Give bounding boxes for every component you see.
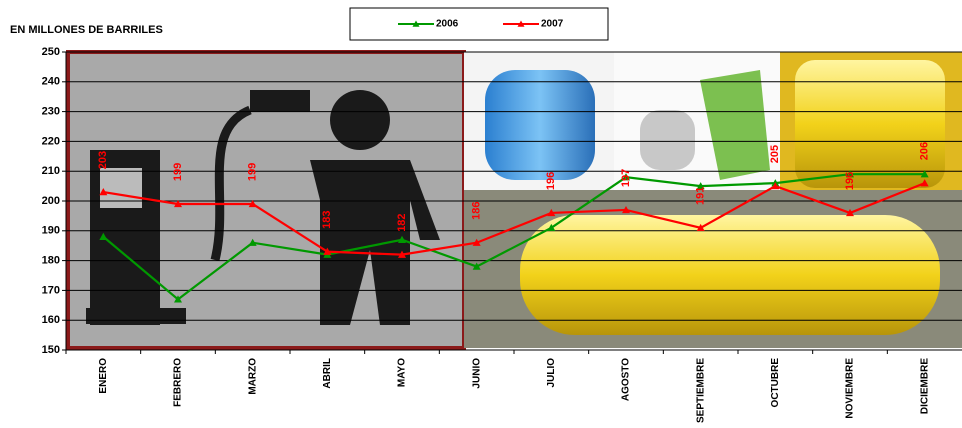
y-tick-label: 220 — [42, 135, 60, 147]
data-label: 183 — [321, 210, 333, 228]
point-marker — [696, 223, 705, 232]
point-marker — [99, 232, 108, 240]
data-label: 191 — [695, 187, 707, 205]
series-line — [102, 173, 925, 301]
point-marker — [323, 247, 332, 255]
legend-marker — [412, 20, 420, 27]
y-tick-label: 230 — [42, 106, 60, 118]
point-marker — [622, 205, 630, 214]
x-tick-label: DICIEMBRE — [919, 358, 930, 414]
point-marker — [398, 235, 406, 243]
point-marker — [248, 199, 257, 208]
x-tick-label: ABRIL — [322, 358, 333, 389]
y-tick-label: 170 — [42, 284, 60, 296]
x-tick-label: FEBRERO — [173, 358, 184, 407]
data-label: 199 — [172, 163, 184, 181]
y-tick-label: 240 — [42, 76, 60, 88]
point-marker — [174, 295, 182, 303]
x-tick-label: ENERO — [98, 358, 109, 394]
x-tick-label: NOVIEMBRE — [845, 358, 856, 419]
data-label: 206 — [919, 142, 931, 160]
data-label: 205 — [769, 145, 781, 163]
point-marker — [398, 250, 406, 258]
point-marker — [547, 208, 556, 217]
legend-marker — [517, 20, 525, 27]
point-marker — [99, 188, 108, 196]
legend-box — [349, 7, 609, 41]
x-tick-label: MARZO — [247, 358, 258, 395]
y-tick-label: 250 — [42, 46, 60, 58]
point-marker — [696, 182, 705, 190]
legend-label: 2007 — [541, 19, 564, 30]
point-marker — [846, 208, 854, 217]
y-tick-label: 160 — [42, 314, 60, 326]
point-marker — [622, 173, 630, 181]
series-line — [103, 182, 926, 256]
x-tick-label: AGOSTO — [621, 358, 632, 401]
data-label: 199 — [247, 163, 259, 181]
point-marker — [248, 238, 257, 246]
point-marker — [920, 170, 929, 178]
y-tick-label: 190 — [42, 225, 60, 237]
y-tick-label: 180 — [42, 255, 60, 267]
data-label: 197 — [620, 169, 632, 187]
legend-label: 2006 — [436, 19, 459, 30]
point-marker — [472, 262, 481, 270]
point-marker — [547, 223, 556, 232]
point-marker — [771, 182, 780, 190]
y-tick-label: 150 — [42, 344, 60, 356]
x-tick-label: SEPTIEMBRE — [695, 358, 706, 423]
point-marker — [174, 199, 182, 208]
y-tick-label: 210 — [42, 165, 60, 177]
data-label: 182 — [396, 213, 408, 231]
data-label: 196 — [844, 172, 856, 190]
point-marker — [846, 170, 854, 178]
axis-label: EN MILLONES DE BARRILES — [10, 24, 163, 36]
point-marker — [920, 179, 929, 187]
y-tick-label: 200 — [42, 195, 60, 207]
legend: 2006 2007 — [398, 19, 564, 30]
point-marker — [472, 238, 481, 246]
data-label: 186 — [471, 202, 483, 220]
x-tick-label: MAYO — [397, 358, 408, 387]
data-label: 196 — [545, 172, 557, 190]
x-tick-label: OCTUBRE — [770, 358, 781, 408]
x-tick-label: JUNIO — [471, 358, 482, 389]
background-images — [66, 50, 962, 350]
x-tick-label: JULIO — [546, 358, 557, 388]
data-label: 203 — [97, 151, 109, 169]
